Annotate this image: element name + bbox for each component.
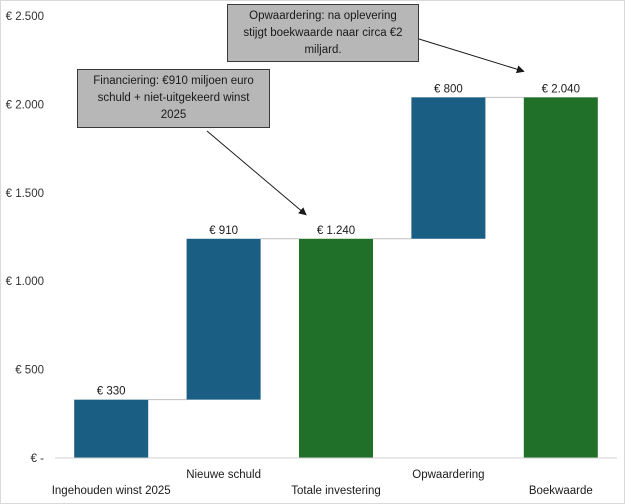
bar-value-label: € 800: [434, 83, 463, 95]
y-axis: € - € 500 € 1.000 € 1.500 € 2.000 € 2.500: [6, 11, 45, 465]
connector-lines: [148, 96, 524, 401]
y-tick-label: € -: [31, 453, 45, 465]
bars: [74, 97, 598, 458]
bar-value-label: € 910: [209, 225, 238, 237]
bar-total: [299, 238, 373, 458]
y-tick-label: € 2.500: [6, 11, 44, 23]
y-tick-label: € 1.000: [6, 276, 44, 288]
x-axis: Ingehouden winst 2025 Nieuwe schuld Totale…: [52, 457, 617, 497]
x-tick-label: Totale investering: [291, 485, 381, 497]
x-tick-label: Boekwaarde: [529, 485, 593, 497]
y-tick-label: € 2.000: [6, 99, 44, 111]
x-tick-label: Opwaardering: [412, 469, 484, 481]
annotation-arrow: [206, 130, 307, 216]
y-tick-label: € 500: [15, 365, 44, 377]
bar-increase: [74, 399, 149, 458]
x-tick-label: Nieuwe schuld: [186, 469, 261, 481]
annotation-box: Opwaardering: na oplevering stijgt boekw…: [227, 4, 419, 62]
bar-value-label: € 2.040: [542, 83, 580, 95]
y-tick-label: € 1.500: [6, 188, 44, 200]
annotation-box: Financiering: €910 miljoen euro schuld +…: [77, 69, 270, 128]
bar-value-label: € 330: [97, 386, 126, 398]
bar-total: [523, 97, 598, 458]
value-labels: € 330 € 910 € 1.240 € 800 € 2.040: [97, 83, 580, 397]
bar-increase: [186, 238, 261, 400]
x-tick-label: Ingehouden winst 2025: [52, 485, 171, 497]
bar-increase: [411, 97, 486, 239]
annotation-arrow: [418, 38, 525, 74]
annotation-arrows: [206, 38, 525, 216]
bar-value-label: € 1.240: [317, 225, 355, 237]
